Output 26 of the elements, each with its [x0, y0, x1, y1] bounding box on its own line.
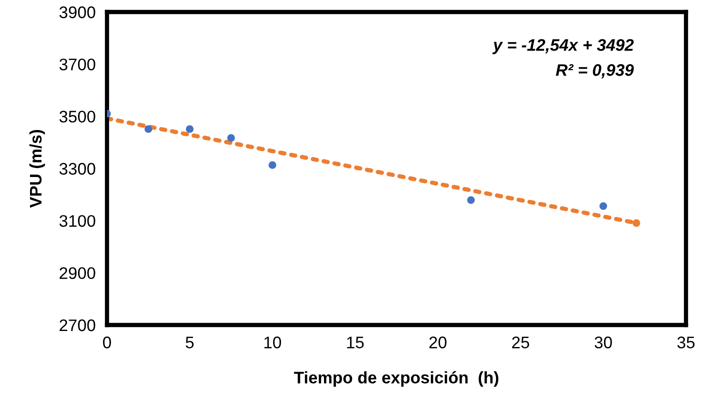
- x-tick-label: 25: [512, 336, 530, 348]
- x-tick-label: 15: [347, 336, 364, 348]
- annotation: R² = 0,939: [556, 64, 634, 78]
- y-tick-label: 3900: [59, 6, 96, 18]
- point: [467, 196, 475, 204]
- x-axis-title: Tiempo de exposición (h): [294, 371, 498, 387]
- y-axis-title: VPU (m/s): [29, 130, 45, 208]
- y-tick-label: 2700: [60, 319, 96, 332]
- point: [268, 161, 276, 169]
- x-tick-label: 35: [677, 336, 695, 348]
- point: [186, 125, 194, 133]
- x-tick-label: 5: [186, 336, 194, 348]
- y-tick-label: 3700: [59, 58, 96, 70]
- y-tick-label: 3100: [59, 215, 96, 227]
- x-tick-label: 10: [264, 336, 282, 348]
- y-tick-label: 3500: [59, 110, 96, 123]
- point: [599, 202, 608, 210]
- y-tick-label: 3300: [59, 162, 96, 175]
- point: [632, 219, 640, 227]
- y-tick-label: 2900: [60, 267, 96, 280]
- x-tick-label: 30: [594, 336, 612, 348]
- point: [144, 125, 152, 133]
- x-tick-label: 20: [429, 336, 446, 348]
- point: [227, 134, 235, 142]
- annotation: y = -12,54x + 3492: [492, 39, 634, 54]
- x-tick-label: 0: [103, 336, 111, 348]
